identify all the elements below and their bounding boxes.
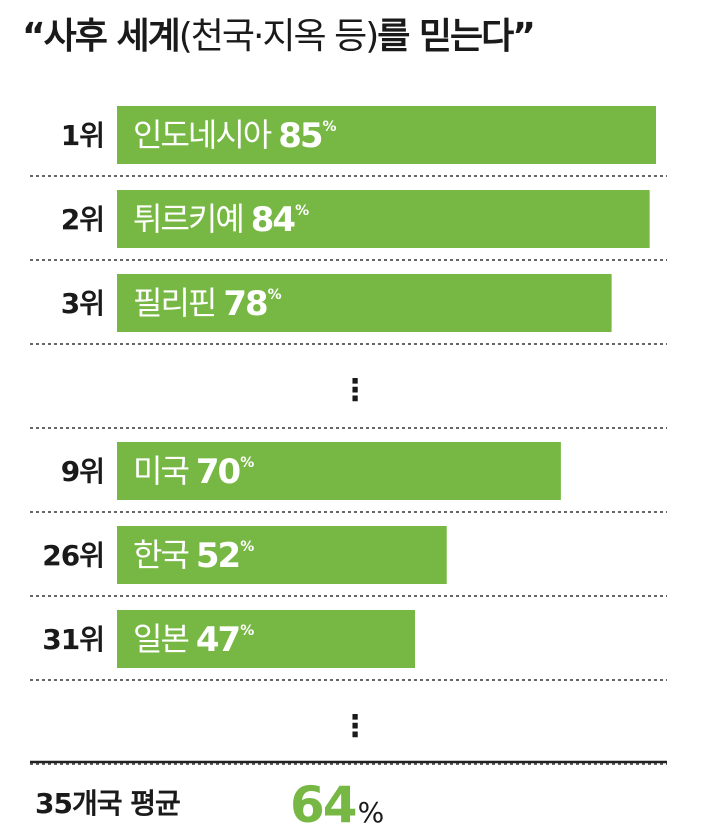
country-label: 일본 [133,620,188,658]
average-label: 35개국 평균 [35,787,180,820]
rank-label: 1위 [61,119,104,152]
bar-value-label: 84 [251,200,296,240]
bar-unit-label: % [323,119,337,135]
bar-unit-label: % [240,455,254,471]
bar-value-label: 78 [223,284,267,324]
country-label: 한국 [133,536,188,574]
bar-unit-label: % [240,539,254,555]
bar-value-label: 85 [278,116,322,156]
title-close-quote: ” [512,16,536,57]
rank-label: 3위 [61,287,104,320]
bar [117,526,447,584]
country-label: 인도네시아 [133,116,272,154]
rank-label: 26위 [42,539,104,572]
country-label: 미국 [133,452,188,490]
bar [117,274,612,332]
bar [117,190,650,248]
rank-label: 31위 [42,623,104,656]
title-part1: 사후 세계 [43,16,181,57]
bar-value-label: 52 [196,536,239,576]
bar-unit-label: % [268,287,282,303]
bar-value-label: 47 [196,620,239,660]
bar-value-label: 70 [196,452,241,492]
bar [117,106,656,164]
chart-title: “사후 세계(천국·지옥 등)를 믿는다” [22,14,536,60]
bar [117,442,561,500]
average-value: 64 [290,776,356,834]
title-open-quote: “ [22,16,46,57]
bar [117,610,416,668]
title-paren: (천국·지옥 등) [178,16,380,57]
bar-unit-label: % [295,203,309,219]
average-unit: % [358,796,385,829]
rank-label: 2위 [61,203,104,236]
rank-label: 9위 [61,455,104,488]
ellipsis-marker: ⋮ [340,373,370,408]
country-label: 튀르키예 [133,200,243,238]
bar-unit-label: % [240,623,254,639]
ellipsis-marker: ⋮ [340,709,370,744]
title-part2: 를 믿는다 [377,16,514,57]
country-label: 필리핀 [133,284,215,322]
